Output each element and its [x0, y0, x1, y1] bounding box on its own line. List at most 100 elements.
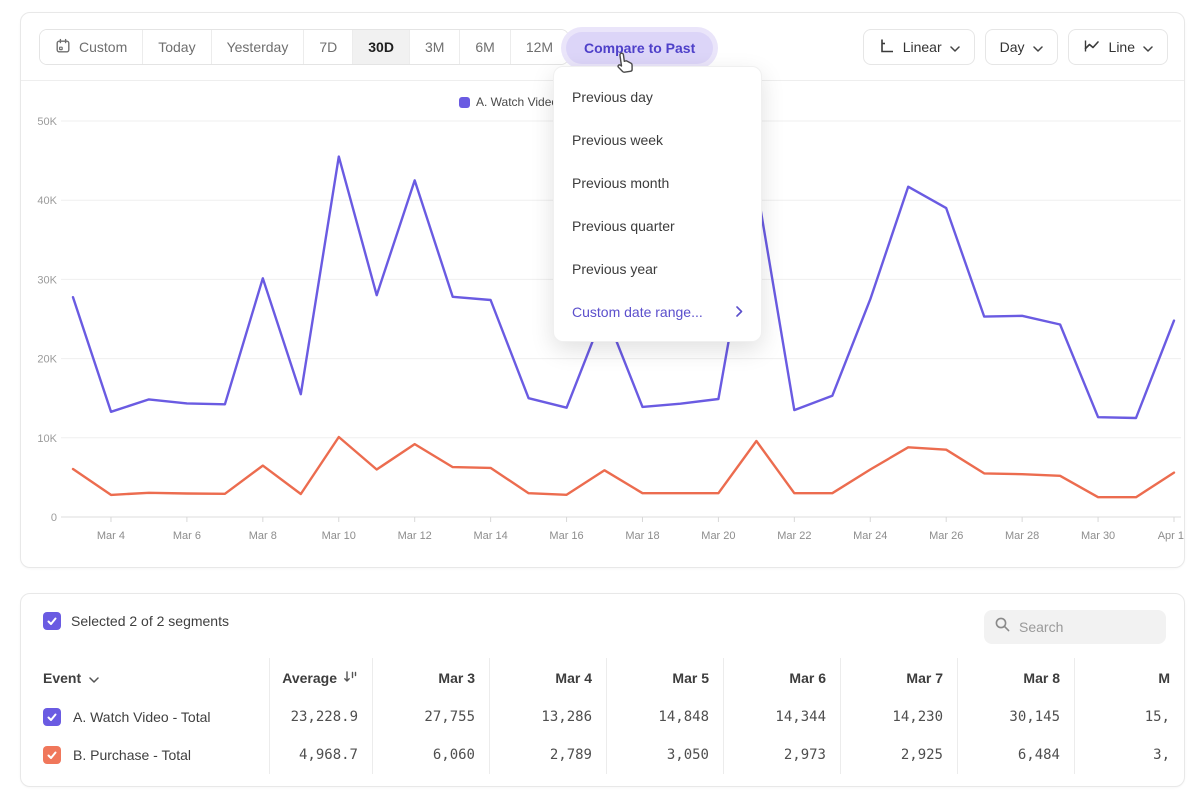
column-header-label: Mar 8 [1023, 670, 1060, 686]
menu-item-label: Previous week [572, 132, 663, 148]
segment-label: B. Purchase - Total [73, 747, 191, 763]
value-cell: 6,060 [373, 736, 490, 774]
date-range-segmented-control: Custom Today Yesterday7D30D3M 6M 12M [39, 29, 569, 65]
menu-item-previous-quarter[interactable]: Previous quarter [554, 204, 761, 247]
x-axis-tick-label: Mar 6 [173, 530, 201, 542]
column-header-label: Mar 5 [672, 670, 709, 686]
search-icon [994, 616, 1011, 638]
value-cell: 15, [1075, 698, 1184, 736]
column-header-label: Average [282, 670, 337, 686]
table-row: A. Watch Video - Total23,228.927,75513,2… [21, 698, 1184, 736]
chevron-down-icon [1143, 39, 1153, 55]
segments-search[interactable] [984, 610, 1166, 644]
value-cell: 13,286 [490, 698, 607, 736]
menu-item-previous-week[interactable]: Previous week [554, 118, 761, 161]
value-cell: 3, [1075, 736, 1184, 774]
range-option-30d[interactable]: 30D [353, 30, 410, 64]
x-axis-tick-label: Mar 20 [701, 530, 735, 542]
value-cell: 2,925 [841, 736, 958, 774]
x-axis-tick-label: Mar 22 [777, 530, 811, 542]
chart-display-controls: Linear Day Line [863, 29, 1168, 65]
range-option-custom[interactable]: Custom [40, 30, 143, 64]
range-option-label: Custom [79, 39, 127, 55]
x-axis-tick-label: Mar 24 [853, 530, 887, 542]
value-cell: 27,755 [373, 698, 490, 736]
search-input[interactable] [1019, 619, 1149, 635]
x-axis-tick-label: Mar 18 [625, 530, 659, 542]
column-header-label: Mar 7 [906, 670, 943, 686]
x-axis-tick-label: Mar 8 [249, 530, 277, 542]
menu-item-label: Previous quarter [572, 218, 675, 234]
selected-segments-label: Selected 2 of 2 segments [71, 613, 229, 629]
scale-label: Linear [903, 39, 942, 55]
line-chart-icon [1083, 38, 1101, 57]
menu-item-custom-date-range[interactable]: Custom date range... [554, 290, 761, 333]
segment-label: A. Watch Video - Total [73, 709, 210, 725]
chevron-down-icon [950, 39, 960, 55]
compare-to-past-button[interactable]: Compare to Past [566, 32, 713, 64]
linear-axis-icon [878, 37, 895, 57]
x-axis-tick-label: Mar 16 [549, 530, 583, 542]
column-header[interactable]: Average [269, 658, 373, 698]
range-option-label: Today [158, 39, 195, 55]
column-header-event[interactable]: Event [21, 658, 269, 698]
chevron-down-icon [89, 670, 99, 686]
chart-type-dropdown-button[interactable]: Line [1068, 29, 1168, 65]
value-cell: 14,344 [724, 698, 841, 736]
x-axis-tick-label: Apr 1 [1158, 530, 1184, 542]
interval-label: Day [1000, 39, 1025, 55]
column-header: Mar 5 [607, 658, 724, 698]
segment-cell: B. Purchase - Total [21, 736, 269, 774]
column-header: Mar 4 [490, 658, 607, 698]
chevron-down-icon [1033, 39, 1043, 55]
range-option-3m[interactable]: 3M [410, 30, 460, 64]
chart-type-label: Line [1109, 39, 1135, 55]
menu-item-label: Previous year [572, 261, 658, 277]
y-axis-tick-label: 50K [37, 116, 57, 128]
segments-table: Event Average Mar 3 Mar 4 Mar 5 Mar 6 Mar 7 Mar… [21, 658, 1184, 774]
insights-report-page: { "toolbar": { "ranges": ["Custom", "Tod… [0, 0, 1200, 802]
x-axis-tick-label: Mar 28 [1005, 530, 1039, 542]
range-option-label: 6M [475, 39, 494, 55]
range-option-yesterday[interactable]: Yesterday [212, 30, 305, 64]
value-cell: 14,230 [841, 698, 958, 736]
segment-cell: A. Watch Video - Total [21, 698, 269, 736]
sort-descending-icon [337, 670, 358, 687]
submenu-arrow-icon [736, 304, 743, 320]
value-cell: 4,968.7 [269, 736, 373, 774]
range-option-label: 12M [526, 39, 553, 55]
menu-item-previous-day[interactable]: Previous day [554, 75, 761, 118]
value-cell: 14,848 [607, 698, 724, 736]
column-header-label: Mar 4 [555, 670, 592, 686]
range-option-12m[interactable]: 12M [511, 30, 568, 64]
interval-dropdown-button[interactable]: Day [985, 29, 1058, 65]
x-axis-tick-label: Mar 4 [97, 530, 125, 542]
menu-item-label: Custom date range... [572, 304, 703, 320]
range-option-7d[interactable]: 7D [304, 30, 353, 64]
range-option-today[interactable]: Today [143, 30, 211, 64]
y-axis-tick-label: 0 [51, 512, 57, 524]
column-header-label: Event [43, 670, 81, 686]
segments-header-bar: Selected 2 of 2 segments [21, 594, 1184, 650]
segment-checkbox[interactable] [43, 708, 61, 726]
column-header: M [1075, 658, 1184, 698]
column-header: Mar 6 [724, 658, 841, 698]
value-cell: 3,050 [607, 736, 724, 774]
segment-checkbox[interactable] [43, 746, 61, 764]
scale-dropdown-button[interactable]: Linear [863, 29, 975, 65]
menu-item-previous-year[interactable]: Previous year [554, 247, 761, 290]
menu-item-previous-month[interactable]: Previous month [554, 161, 761, 204]
y-axis-tick-label: 20K [37, 354, 57, 366]
column-header: Mar 8 [958, 658, 1075, 698]
segments-table-card: Selected 2 of 2 segments Event Average Mar… [20, 593, 1185, 787]
y-axis-tick-label: 30K [37, 274, 57, 286]
value-cell: 2,973 [724, 736, 841, 774]
range-option-6m[interactable]: 6M [460, 30, 510, 64]
value-cell: 6,484 [958, 736, 1075, 774]
x-axis-tick-label: Mar 30 [1081, 530, 1115, 542]
column-header-label: Mar 3 [438, 670, 475, 686]
series-line-b [73, 437, 1174, 497]
select-all-checkbox[interactable] [43, 612, 61, 630]
calendar-icon [55, 38, 71, 57]
column-header-label: Mar 6 [789, 670, 826, 686]
